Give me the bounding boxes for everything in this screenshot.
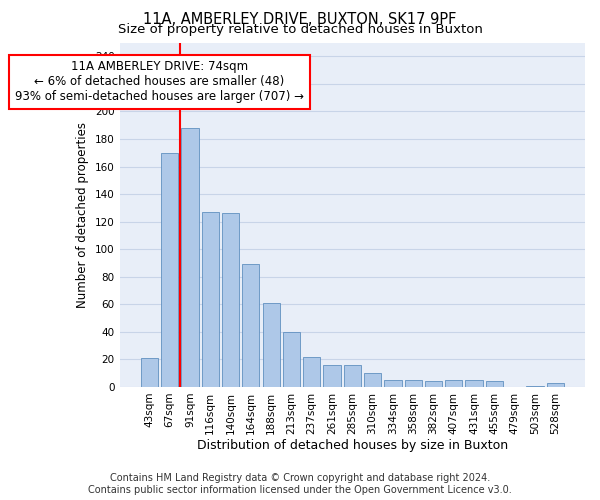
Text: 11A AMBERLEY DRIVE: 74sqm
← 6% of detached houses are smaller (48)
93% of semi-d: 11A AMBERLEY DRIVE: 74sqm ← 6% of detach…	[15, 60, 304, 104]
Bar	[242, 264, 259, 387]
Bar	[283, 332, 300, 387]
Bar	[404, 380, 422, 387]
Bar	[141, 358, 158, 387]
Bar	[526, 386, 544, 387]
Bar	[222, 214, 239, 387]
Bar	[344, 365, 361, 387]
Bar	[466, 380, 482, 387]
Bar	[486, 382, 503, 387]
Bar	[384, 380, 401, 387]
Text: 11A, AMBERLEY DRIVE, BUXTON, SK17 9PF: 11A, AMBERLEY DRIVE, BUXTON, SK17 9PF	[143, 12, 457, 26]
Bar	[303, 356, 320, 387]
Bar	[161, 152, 178, 387]
Text: Size of property relative to detached houses in Buxton: Size of property relative to detached ho…	[118, 24, 482, 36]
Bar	[425, 382, 442, 387]
Bar	[323, 365, 341, 387]
Bar	[181, 128, 199, 387]
X-axis label: Distribution of detached houses by size in Buxton: Distribution of detached houses by size …	[197, 440, 508, 452]
Bar	[202, 212, 219, 387]
Bar	[263, 303, 280, 387]
Bar	[364, 373, 381, 387]
Bar	[547, 383, 564, 387]
Bar	[445, 380, 463, 387]
Text: Contains HM Land Registry data © Crown copyright and database right 2024.
Contai: Contains HM Land Registry data © Crown c…	[88, 474, 512, 495]
Y-axis label: Number of detached properties: Number of detached properties	[76, 122, 89, 308]
